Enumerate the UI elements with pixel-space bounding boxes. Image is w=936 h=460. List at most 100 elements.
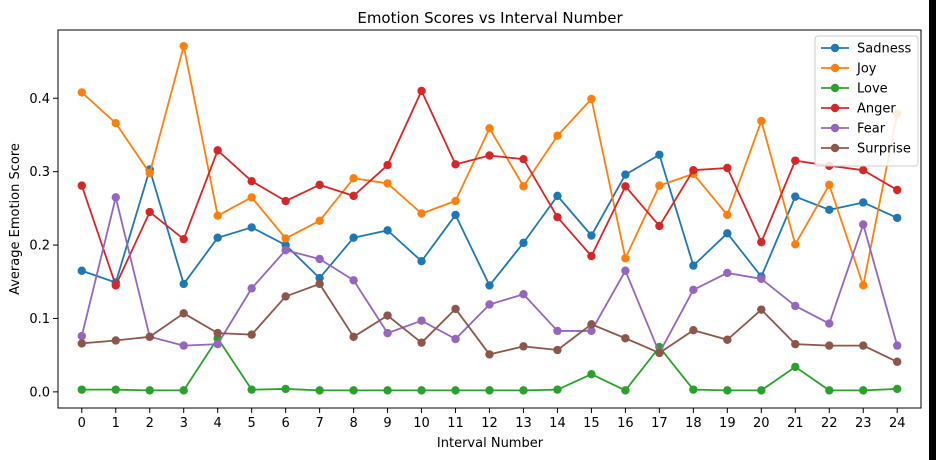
data-point-sadness [723, 229, 732, 238]
data-point-joy [553, 131, 562, 140]
series-love [77, 334, 902, 395]
data-point-surprise [587, 320, 596, 329]
data-point-joy [587, 94, 596, 104]
data-point-anger [281, 196, 290, 206]
data-point-fear [485, 300, 494, 309]
data-point-surprise [621, 334, 630, 343]
data-point-sadness [417, 257, 426, 266]
data-point-fear [213, 339, 222, 349]
data-point-surprise [77, 339, 86, 348]
data-point-love [859, 386, 868, 395]
legend-label-love: Love [857, 82, 888, 97]
x-tick-label: 20 [753, 416, 770, 431]
data-point-joy [383, 179, 392, 188]
data-point-joy [77, 88, 86, 97]
data-point-love [791, 362, 800, 372]
x-tick-label: 14 [549, 416, 566, 431]
legend-label-anger: Anger [857, 102, 896, 117]
data-point-anger [451, 160, 460, 169]
x-tick-label: 18 [685, 416, 702, 431]
data-point-sadness [179, 279, 188, 289]
x-axis: 0 1 2 3 4 5 6 7 8 9 10 11 12 13 14 15 16 17 18 19 20 21 22 23 24 [78, 408, 905, 431]
data-point-surprise [791, 339, 800, 349]
data-point-fear [281, 245, 290, 255]
data-point-fear [111, 193, 120, 202]
y-axis-label: Average Emotion Score [8, 143, 23, 295]
data-point-sadness [519, 238, 528, 248]
data-point-sadness [587, 231, 596, 240]
data-point-sadness [247, 223, 256, 232]
data-point-love [451, 386, 460, 395]
data-point-surprise [485, 350, 494, 359]
data-point-fear [587, 326, 596, 336]
x-tick-label: 17 [651, 416, 668, 431]
x-tick-label: 13 [515, 416, 532, 431]
data-point-fear [383, 328, 392, 338]
data-point-anger [587, 251, 596, 261]
y-tick-label: 0.2 [29, 239, 50, 254]
data-point-sadness [893, 213, 902, 223]
data-point-joy [723, 210, 732, 220]
data-point-fear [621, 266, 630, 275]
data-point-anger [553, 212, 562, 222]
legend-marker-surprise [830, 143, 840, 153]
legend-marker-anger [830, 103, 840, 113]
data-point-joy [281, 234, 290, 243]
x-tick-label: 7 [315, 416, 323, 431]
legend-label-sadness: Sadness [857, 42, 911, 57]
data-point-love [587, 370, 596, 379]
data-point-anger [111, 281, 120, 290]
x-tick-label: 16 [617, 416, 634, 431]
data-point-joy [825, 180, 834, 190]
data-point-love [723, 386, 732, 395]
data-point-joy [179, 41, 188, 51]
y-tick-label: 0.0 [29, 385, 50, 400]
y-tick-label: 0.4 [29, 92, 50, 107]
data-point-sadness [451, 210, 460, 220]
legend-marker-joy [830, 63, 840, 73]
series-fear [77, 193, 902, 358]
x-axis-label: Interval Number [437, 436, 544, 451]
data-point-love [145, 386, 154, 395]
data-point-surprise [825, 341, 834, 350]
data-point-surprise [213, 328, 222, 338]
x-tick-label: 12 [481, 416, 498, 431]
data-point-sadness [859, 198, 868, 207]
data-point-anger [247, 177, 256, 186]
data-point-fear [349, 276, 358, 285]
data-point-anger [757, 237, 766, 247]
legend-marker-fear [830, 123, 840, 133]
x-tick-label: 15 [583, 416, 600, 431]
data-point-anger [383, 160, 392, 170]
data-point-sadness [213, 233, 222, 242]
data-point-surprise [893, 357, 902, 366]
data-point-fear [519, 290, 528, 299]
data-point-joy [417, 209, 426, 218]
x-tick-label: 3 [180, 416, 188, 431]
data-point-love [111, 385, 120, 394]
data-point-anger [723, 163, 732, 173]
data-point-surprise [111, 336, 120, 345]
x-tick-label: 0 [78, 416, 86, 431]
data-point-sadness [349, 233, 358, 242]
data-point-fear [859, 220, 868, 229]
data-point-love [281, 384, 290, 394]
data-point-anger [145, 207, 154, 217]
data-point-fear [315, 254, 324, 264]
data-point-surprise [383, 311, 392, 320]
y-tick-label: 0.1 [29, 312, 50, 327]
data-point-anger [621, 182, 630, 191]
data-point-joy [111, 119, 120, 128]
data-point-joy [859, 281, 868, 290]
data-point-sadness [791, 192, 800, 201]
data-point-fear [893, 341, 902, 350]
x-tick-label: 9 [383, 416, 391, 431]
data-point-fear [689, 285, 698, 295]
data-point-love [757, 386, 766, 395]
data-point-sadness [77, 266, 86, 275]
data-point-love [349, 386, 358, 395]
y-tick-label: 0.3 [29, 165, 50, 180]
data-point-joy [451, 196, 460, 206]
